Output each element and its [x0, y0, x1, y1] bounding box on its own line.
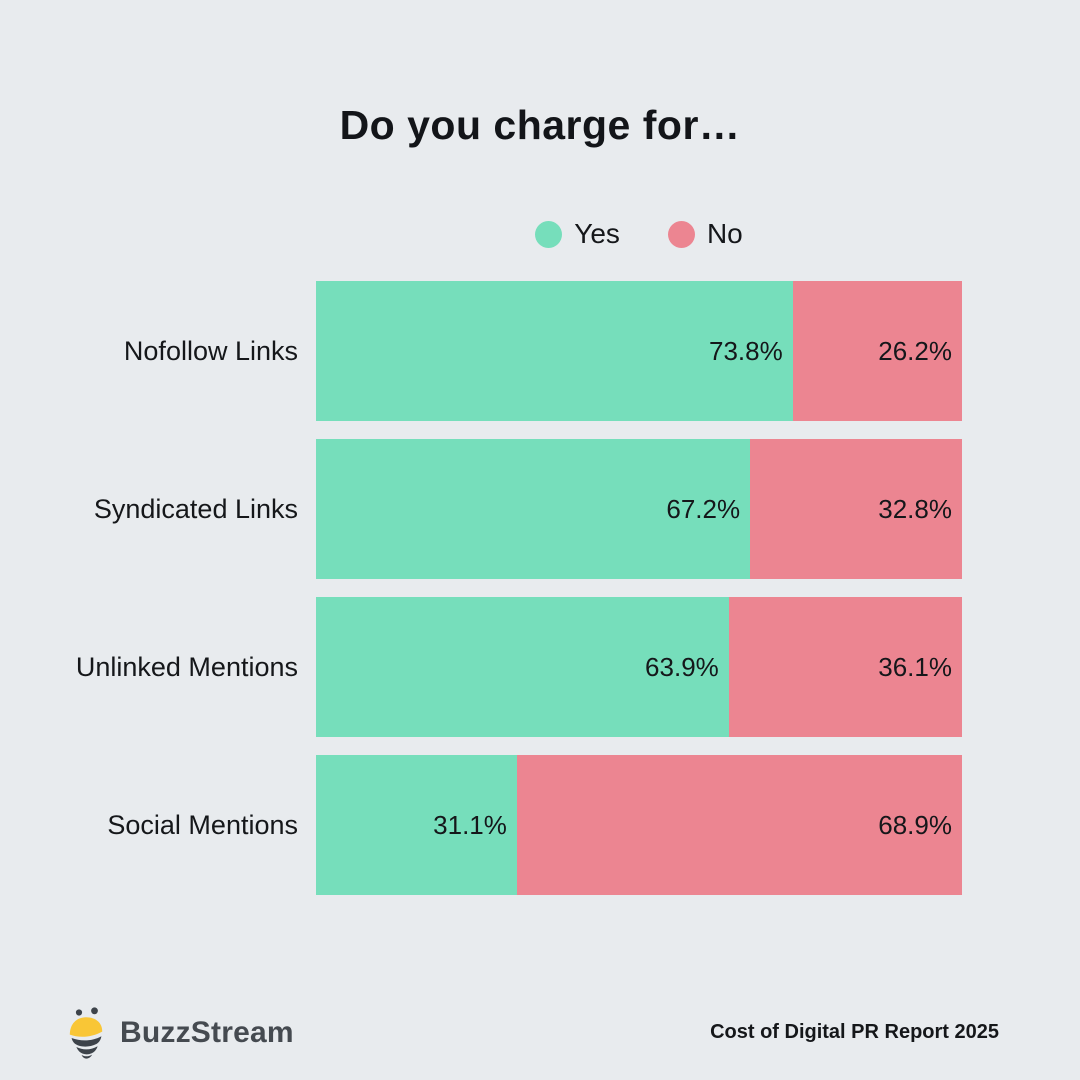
legend: Yes No [316, 218, 962, 250]
bar-segment-no: 68.9% [516, 755, 962, 895]
value-label-no: 68.9% [878, 809, 952, 840]
legend-label-yes: Yes [574, 218, 620, 249]
bar-track: 73.8% 26.2% [316, 281, 962, 421]
bar-segment-yes: 73.8% [316, 281, 793, 421]
bar-track: 63.9% 36.1% [316, 597, 962, 737]
report-title: Cost of Digital PR Report 2025 [710, 1021, 999, 1043]
value-label-yes: 73.8% [709, 335, 783, 366]
value-label-yes: 67.2% [666, 493, 741, 524]
legend-swatch-yes [535, 220, 563, 248]
category-label: Nofollow Links [123, 335, 298, 366]
brand-name: BuzzStream [120, 1016, 294, 1049]
bar-segment-no: 26.2% [792, 281, 962, 421]
stacked-bar-chart: Nofollow Links 73.8% 26.2% Syndicated Li… [0, 281, 1080, 895]
value-label-no: 32.8% [878, 493, 952, 524]
value-label-no: 36.1% [878, 651, 952, 682]
legend-swatch-no [667, 220, 695, 248]
bar-segment-yes: 31.1% [316, 755, 517, 895]
bar-segment-yes: 67.2% [316, 439, 751, 579]
legend-item-yes: Yes [535, 218, 620, 250]
bar-track: 31.1% 68.9% [316, 755, 962, 895]
bar-track: 67.2% 32.8% [316, 439, 962, 579]
category-label: Social Mentions [107, 809, 298, 840]
legend-item-no: No [667, 218, 743, 250]
bar-row-social-mentions: Social Mentions 31.1% 68.9% [0, 755, 1080, 895]
legend-label-no: No [706, 218, 743, 249]
bar-row-unlinked-mentions: Unlinked Mentions 63.9% 36.1% [0, 597, 1080, 737]
value-label-yes: 63.9% [645, 651, 719, 682]
bar-row-nofollow-links: Nofollow Links 73.8% 26.2% [0, 281, 1080, 421]
bar-segment-no: 36.1% [728, 597, 962, 737]
brand-logo: BuzzStream [69, 1007, 294, 1059]
chart-title: Do you charge for… [339, 102, 741, 148]
bar-segment-no: 32.8% [750, 439, 962, 579]
bar-segment-yes: 63.9% [316, 597, 729, 737]
value-label-yes: 31.1% [433, 809, 507, 840]
buzzstream-bee-icon [69, 1007, 103, 1059]
category-label: Unlinked Mentions [75, 651, 298, 682]
value-label-no: 26.2% [878, 335, 952, 366]
category-label: Syndicated Links [93, 493, 298, 524]
bar-row-syndicated-links: Syndicated Links 67.2% 32.8% [0, 439, 1080, 579]
